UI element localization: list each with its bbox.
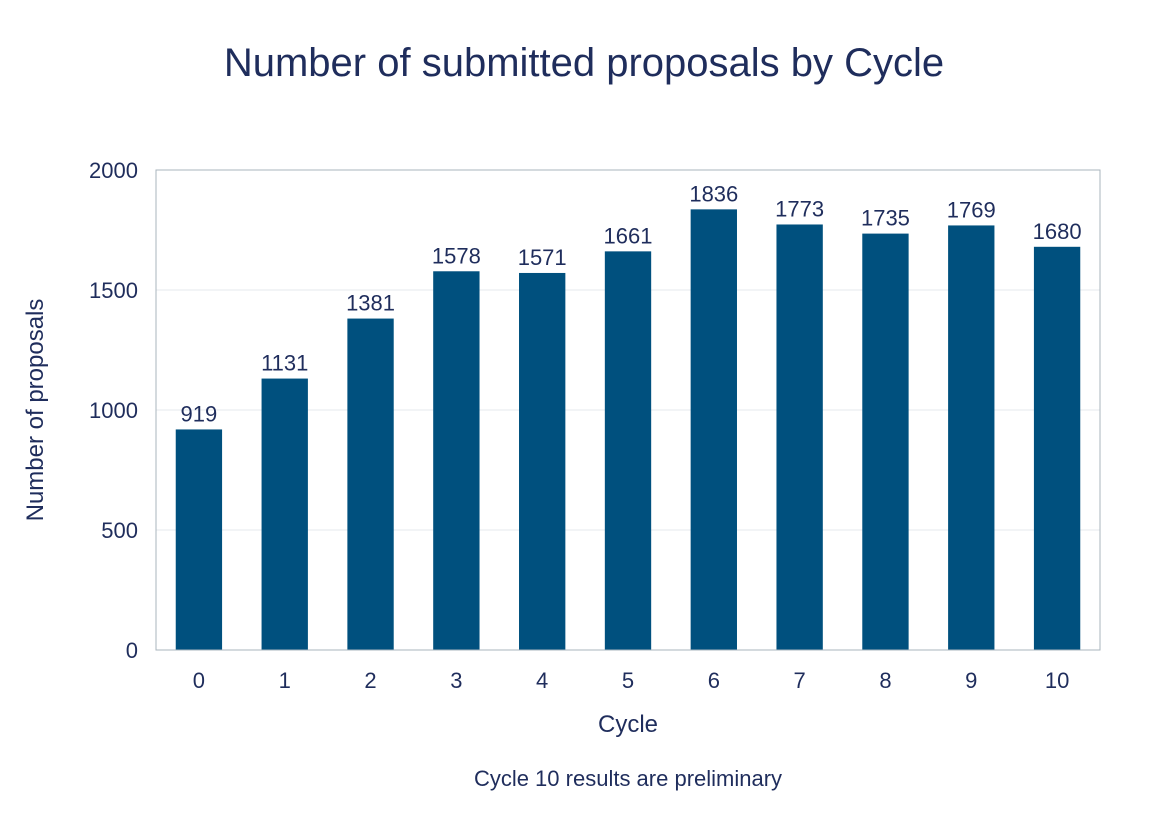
x-tick-label: 0 (193, 668, 205, 693)
x-tick-label: 5 (622, 668, 634, 693)
bar-cycle-2 (347, 318, 394, 650)
y-axis-ticks: 0 500 1000 1500 2000 (89, 158, 138, 663)
data-label: 1836 (689, 181, 738, 206)
y-axis-label: Number of proposals (22, 299, 49, 522)
data-label: 1773 (775, 196, 824, 221)
x-tick-label: 10 (1045, 668, 1069, 693)
y-tick-label: 0 (126, 638, 138, 663)
data-label: 1571 (518, 245, 567, 270)
bar-cycle-6 (690, 209, 737, 651)
data-label: 1578 (432, 243, 481, 268)
x-tick-label: 1 (279, 668, 291, 693)
chart-title: Number of submitted proposals by Cycle (224, 41, 944, 85)
data-label: 919 (181, 401, 218, 426)
y-tick-label: 1000 (89, 398, 138, 423)
y-tick-label: 500 (101, 518, 138, 543)
data-label: 1661 (604, 223, 653, 248)
x-tick-label: 3 (450, 668, 462, 693)
x-axis-ticks: 0 1 2 3 4 5 6 7 8 9 10 (193, 668, 1070, 693)
data-label: 1680 (1033, 219, 1082, 244)
bar-cycle-3 (433, 271, 480, 650)
x-tick-label: 7 (794, 668, 806, 693)
bar-cycle-0 (175, 429, 223, 650)
y-tick-label: 1500 (89, 278, 138, 303)
x-tick-label: 2 (364, 668, 376, 693)
bar-cycle-4 (519, 272, 566, 650)
x-tick-label: 6 (708, 668, 720, 693)
x-tick-label: 4 (536, 668, 548, 693)
bar-cycle-9 (948, 225, 995, 650)
bar-cycle-1 (261, 378, 308, 650)
bar-cycle-5 (604, 251, 652, 651)
bars (175, 209, 1081, 651)
data-label: 1735 (861, 206, 910, 231)
data-labels: 919 1131 1381 1578 1571 1661 1836 1773 1735 1769 1… (181, 181, 1082, 426)
x-tick-label: 8 (879, 668, 891, 693)
data-label: 1381 (346, 291, 395, 316)
bar-cycle-7 (776, 224, 823, 651)
x-tick-label: 9 (965, 668, 977, 693)
bar-cycle-8 (862, 233, 909, 650)
chart-footnote: Cycle 10 results are preliminary (474, 766, 782, 791)
x-axis-label: Cycle (598, 711, 658, 738)
bar-cycle-10 (1033, 246, 1081, 651)
data-label: 1769 (947, 197, 996, 222)
y-tick-label: 2000 (89, 158, 138, 183)
plot-area-frame (155, 169, 1101, 651)
data-label: 1131 (261, 351, 308, 376)
